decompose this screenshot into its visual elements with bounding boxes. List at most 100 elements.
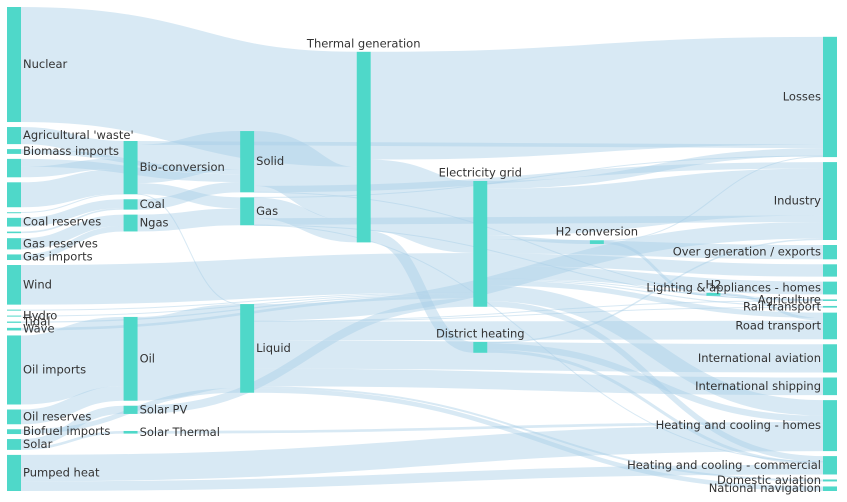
link xyxy=(20,252,474,305)
link xyxy=(487,278,824,301)
node xyxy=(7,238,21,250)
node xyxy=(123,405,138,414)
node xyxy=(823,281,837,295)
link xyxy=(487,265,824,295)
link xyxy=(137,193,241,305)
node-label: Biofuel imports xyxy=(23,424,110,438)
node-label: Lighting & appliances - homes xyxy=(646,281,821,295)
node-label: Solar PV xyxy=(140,402,188,416)
node-label: Oil xyxy=(140,351,155,365)
node xyxy=(7,254,21,261)
node-label: Oil reserves xyxy=(23,409,91,423)
node-label: Heating and cooling - homes xyxy=(656,418,821,432)
node-label: Coal reserves xyxy=(23,215,101,229)
link xyxy=(603,241,707,296)
node-label: National navigation xyxy=(709,481,821,495)
node-label: Wind xyxy=(23,277,52,291)
link xyxy=(487,253,824,277)
node xyxy=(823,400,837,452)
link xyxy=(20,127,124,159)
link xyxy=(603,156,824,242)
node xyxy=(7,7,21,123)
node-label: H2 xyxy=(705,277,721,291)
node xyxy=(7,429,21,435)
node xyxy=(123,316,138,401)
node-label: Road transport xyxy=(735,318,821,332)
link xyxy=(136,304,241,401)
node xyxy=(123,199,138,210)
node-label: Biomass imports xyxy=(23,144,119,158)
node xyxy=(7,231,21,234)
node xyxy=(123,430,138,434)
node xyxy=(473,180,488,307)
node-label: Gas imports xyxy=(23,250,93,264)
link xyxy=(254,340,824,373)
node-label: Tidal xyxy=(22,315,50,329)
node xyxy=(589,240,604,244)
link xyxy=(20,168,124,208)
node-label: Gas xyxy=(256,204,278,218)
node-label: Wave xyxy=(23,322,55,336)
node xyxy=(7,265,21,305)
link xyxy=(20,208,124,234)
link xyxy=(137,298,474,414)
link xyxy=(253,197,357,243)
link xyxy=(370,231,474,353)
link xyxy=(487,168,824,236)
node xyxy=(823,36,837,158)
node xyxy=(823,305,837,308)
link xyxy=(137,208,241,232)
node xyxy=(473,341,488,353)
node-label: Hydro xyxy=(23,309,57,323)
node-label: International shipping xyxy=(695,379,821,393)
link xyxy=(20,385,124,425)
link xyxy=(254,386,824,482)
node-label: Ngas xyxy=(140,216,169,230)
link xyxy=(487,148,824,189)
link xyxy=(487,239,824,260)
node-label: Industry xyxy=(774,194,821,208)
node xyxy=(7,321,21,323)
node xyxy=(7,327,21,331)
node xyxy=(706,292,721,296)
link xyxy=(487,285,824,416)
node-label: Bio-conversion xyxy=(140,160,225,174)
node xyxy=(823,299,837,301)
link xyxy=(137,422,824,434)
node-label: Rail transport xyxy=(743,299,821,313)
link xyxy=(137,141,824,149)
node xyxy=(240,131,255,193)
link xyxy=(487,279,824,308)
node-label: Nuclear xyxy=(23,57,68,71)
node-label: International aviation xyxy=(698,351,821,365)
node-label: Solid xyxy=(256,154,284,168)
link xyxy=(254,221,824,321)
link xyxy=(20,464,824,491)
link xyxy=(20,424,824,482)
node xyxy=(7,335,21,405)
node xyxy=(7,149,21,154)
node xyxy=(823,264,837,277)
node xyxy=(240,304,255,393)
link xyxy=(487,349,824,465)
node xyxy=(823,456,837,475)
link xyxy=(254,368,824,396)
node-label: Solar xyxy=(23,437,53,451)
node-label: Solar Thermal xyxy=(140,425,220,439)
link xyxy=(20,405,124,448)
link xyxy=(254,306,824,322)
node xyxy=(123,141,138,195)
link xyxy=(20,292,474,311)
link xyxy=(20,199,124,227)
node xyxy=(823,377,837,396)
node-label: Domestic aviation xyxy=(717,473,821,487)
link xyxy=(20,6,358,167)
node-label: Electricity grid xyxy=(439,165,522,179)
node-label: Thermal generation xyxy=(306,36,421,50)
node-label: Oil imports xyxy=(23,362,86,376)
node-label: Agricultural 'waste' xyxy=(23,128,134,142)
link xyxy=(137,183,241,209)
link xyxy=(487,280,824,318)
labels: Agricultural 'waste' Biofuel imports Bioma… xyxy=(22,36,821,495)
link xyxy=(20,214,124,250)
